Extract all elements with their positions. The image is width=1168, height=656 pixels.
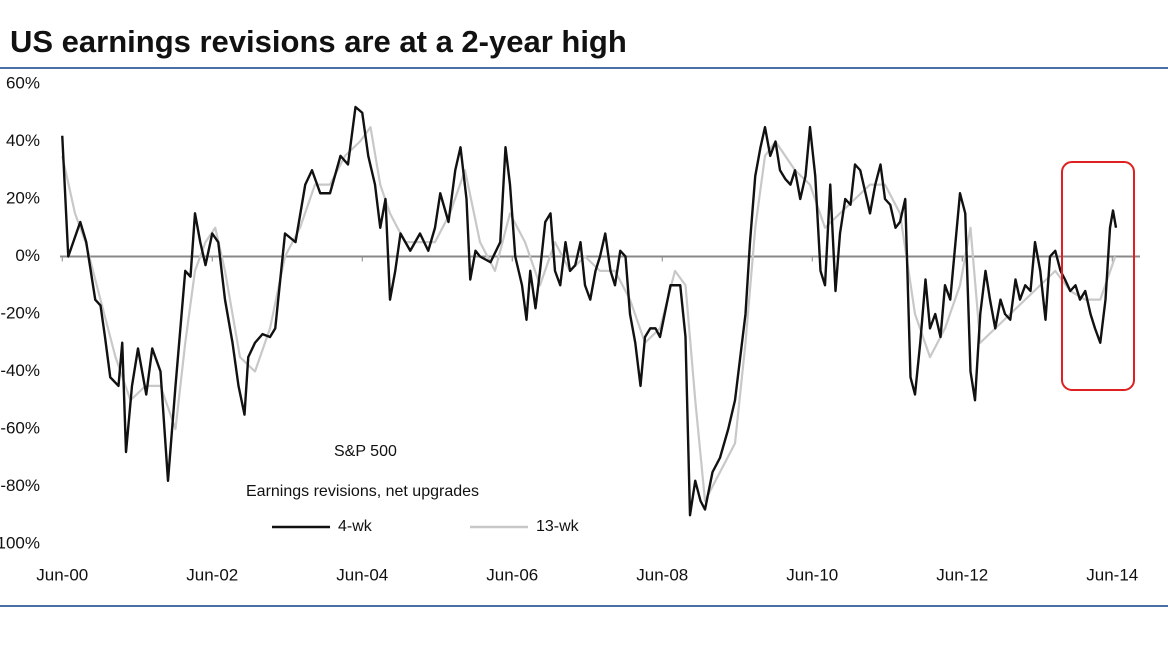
y-tick-label: 0%: [15, 246, 40, 265]
y-tick-label: -80%: [0, 476, 40, 495]
y-tick-label: 60%: [6, 73, 40, 92]
x-tick-label: Jun-12: [936, 565, 988, 584]
y-tick-label: -40%: [0, 361, 40, 380]
x-tick-label: Jun-02: [186, 565, 238, 584]
series-line: [61, 126, 1117, 502]
legend-label: 4-wk: [338, 518, 373, 535]
annotation: S&P 500: [334, 443, 397, 460]
y-tick-label: 40%: [6, 131, 40, 150]
y-tick-label: 20%: [6, 188, 40, 207]
y-tick-label: -20%: [0, 303, 40, 322]
y-tick-label: -60%: [0, 418, 40, 437]
x-tick-label: Jun-10: [786, 565, 838, 584]
highlight-box: [1061, 161, 1135, 391]
plot-area: 60% 40% 20% 0% -20% -40% -60% -80% -100% Jun-00 Ju…: [0, 73, 1140, 584]
x-tick-label: Jun-06: [486, 565, 538, 584]
legend: 4-wk 13-wk: [272, 518, 580, 535]
x-tick-label: Jun-00: [36, 565, 88, 584]
y-tick-label: -100%: [0, 533, 40, 552]
x-tick-label: Jun-04: [336, 565, 388, 584]
chart-title: US earnings revisions are at a 2-year hi…: [10, 24, 627, 59]
annotation: Earnings revisions, net upgrades: [246, 483, 479, 500]
x-tick-label: Jun-08: [636, 565, 688, 584]
legend-label: 13-wk: [536, 518, 580, 535]
series-line: [61, 105, 1118, 517]
x-tick-label: Jun-14: [1086, 565, 1138, 584]
